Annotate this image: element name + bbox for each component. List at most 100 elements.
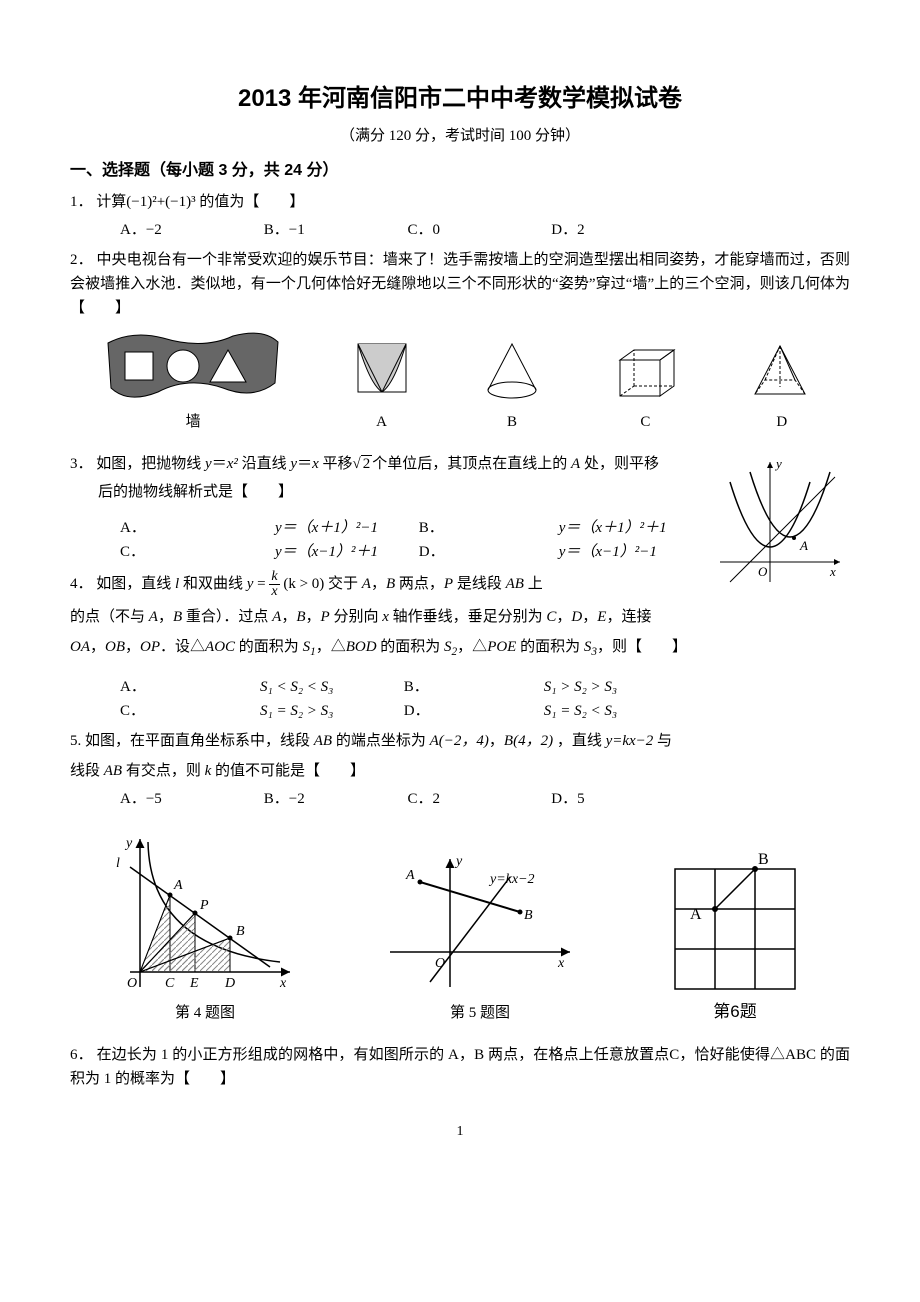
q1-opt-a: A．−2 — [120, 218, 260, 242]
q4D: D — [571, 609, 582, 625]
q5sc: ，直线 — [557, 733, 606, 749]
q5-opt-d: D．5 — [551, 787, 691, 811]
q3fig-A: A — [799, 538, 808, 553]
q3B-lead: B． — [419, 516, 559, 540]
q4l2B2: B — [296, 609, 305, 625]
q5Ap: A(−2，4) — [430, 733, 489, 749]
q5sb: 的端点坐标为 — [336, 733, 430, 749]
q1-opt-c: C．0 — [408, 218, 548, 242]
shape-a-svg — [350, 336, 414, 406]
q5fB: B — [524, 908, 533, 923]
q4S1: S — [303, 639, 311, 655]
q4fl: l — [116, 856, 120, 871]
q4-P: P — [444, 576, 453, 592]
q4l3i: 的面积为 — [516, 639, 584, 655]
q4l3j: ，则【 】 — [597, 639, 687, 655]
q4-figure: O C E D x y l A P B 第 4 题图 — [110, 827, 300, 1025]
q4-opt-d: D．S₁ = S₂ < S₃ — [404, 699, 684, 723]
q4-eq: = — [253, 576, 269, 592]
q3-stem-d: 个单位后，其顶点在直线上的 — [372, 456, 571, 472]
q4-opt-c: C．S₁ = S₂ > S₃ — [120, 699, 400, 723]
q4l2P: P — [321, 609, 330, 625]
q4-options: A．S₁ < S₂ < S₃ B．S₁ > S₂ > S₃ C．S₁ = S₂ … — [70, 675, 850, 723]
q3fig-y: y — [774, 456, 782, 471]
q3-num: 3． — [70, 456, 93, 472]
q2-B: B — [480, 336, 544, 434]
q5AB: AB — [314, 733, 332, 749]
q2-D: D — [747, 336, 817, 434]
q5: 5. 如图，在平面直角坐标系中，线段 AB 的端点坐标为 A(−2，4)，B(4… — [70, 729, 850, 753]
q4-line3: OA，OB，OP．设△AOC 的面积为 S1，△BOD 的面积为 S2，△POE… — [70, 635, 850, 661]
q6: 6． 在边长为 1 的小正方形组成的网格中，有如图所示的 A，B 两点，在格点上… — [70, 1043, 850, 1091]
q4-cond: (k > 0) — [283, 576, 324, 592]
q3D-lead: D． — [419, 540, 559, 564]
shape-d-svg — [747, 336, 817, 406]
q4Cl: C． — [120, 699, 260, 723]
q4Bb: S₁ > S₂ > S₃ — [544, 675, 684, 699]
q4l2b: 重合）．过点 — [182, 609, 272, 625]
q6-stem: 在边长为 1 的小正方形组成的网格中，有如图所示的 A，B 两点，在格点上任意放… — [70, 1047, 850, 1087]
q4-l: l — [175, 576, 179, 592]
q4-AB: AB — [506, 576, 524, 592]
q4fA: A — [173, 878, 183, 893]
q4l2c: 分别向 — [330, 609, 383, 625]
q4C: C — [546, 609, 556, 625]
q6fB: B — [758, 851, 769, 868]
q3-opt-b: B．y＝（x＋1）²＋1 — [419, 516, 699, 540]
q4Dl: D． — [404, 699, 544, 723]
q5ln: y=kx−2 — [606, 733, 654, 749]
q4fP: P — [199, 898, 209, 913]
q4-sc: 交于 — [328, 576, 362, 592]
q4-A: A — [362, 576, 371, 592]
q5-opt-c: C．2 — [408, 787, 548, 811]
q2-stem: 中央电视台有一个非常受欢迎的娱乐节目：墙来了！选手需按墙上的空洞造型摆出相同姿势… — [70, 252, 850, 316]
q3-eq2eq: ＝ — [297, 456, 312, 472]
q6-num: 6． — [70, 1047, 93, 1063]
q3-wrap: 3． 如图，把抛物线 y＝x² 沿直线 y＝x 平移√2个单位后，其顶点在直线上… — [70, 452, 850, 564]
q4l2e: ，连接 — [606, 609, 651, 625]
q4l2A: A — [149, 609, 158, 625]
wall-svg — [103, 328, 283, 406]
q5-opt-b: B．−2 — [264, 787, 404, 811]
q5-options: A．−5 B．−2 C．2 D．5 — [70, 787, 850, 811]
q3C-body: y＝（x−1）²＋1 — [275, 540, 415, 564]
q4POE: POE — [487, 639, 516, 655]
q4fx: x — [279, 976, 287, 991]
q2-num: 2． — [70, 252, 93, 268]
q5l2b: 有交点，则 — [122, 763, 205, 779]
q4-line2: 的点（不与 A，B 重合）．过点 A，B，P 分别向 x 轴作垂线，垂足分别为 … — [70, 605, 850, 629]
q4Db: S₁ = S₂ < S₃ — [544, 699, 684, 723]
q4l2A2: A — [272, 609, 281, 625]
q4l3f: ，△ — [316, 639, 346, 655]
wall-label: 墙 — [103, 410, 283, 434]
q5sd: 与 — [657, 733, 672, 749]
q3C-lead: C． — [120, 540, 260, 564]
q3fig-O: O — [758, 564, 768, 579]
exam-info: （满分 120 分，考试时间 100 分钟） — [70, 124, 850, 148]
figures-456: O C E D x y l A P B 第 4 题图 O A B x y y=k — [70, 827, 850, 1025]
q5-caption: 第 5 题图 — [380, 1001, 580, 1025]
q4fE: E — [189, 976, 199, 991]
q5feq: y=kx−2 — [488, 872, 535, 887]
c-label: C — [610, 410, 680, 434]
q5Bp: B(4，2) — [504, 733, 553, 749]
q2: 2． 中央电视台有一个非常受欢迎的娱乐节目：墙来了！选手需按墙上的空洞造型摆出相… — [70, 248, 850, 320]
q2-wall: 墙 — [103, 328, 283, 434]
q1-opt-d: D．2 — [551, 218, 691, 242]
d-label: D — [747, 410, 817, 434]
q4-sd: 两点， — [399, 576, 444, 592]
q5-line2: 线段 AB 有交点，则 k 的值不可能是【 】 — [70, 759, 850, 783]
a-label: A — [350, 410, 414, 434]
q4-k: k — [269, 570, 279, 585]
q4l3d: ．设△ — [160, 639, 205, 655]
q3-eq1eq: ＝ — [212, 456, 227, 472]
q3-sqrt2: 2 — [361, 455, 373, 472]
q5fO: O — [435, 956, 445, 971]
q3-A: A — [571, 456, 580, 472]
q4l2B: B — [173, 609, 182, 625]
section-heading: 一、选择题（每小题 3 分，共 24 分） — [70, 158, 850, 184]
q6-figure: A B 第6题 — [660, 844, 810, 1025]
q4fO: O — [127, 976, 137, 991]
q5fA: A — [405, 868, 415, 883]
q4Cb: S₁ = S₂ > S₃ — [260, 699, 400, 723]
